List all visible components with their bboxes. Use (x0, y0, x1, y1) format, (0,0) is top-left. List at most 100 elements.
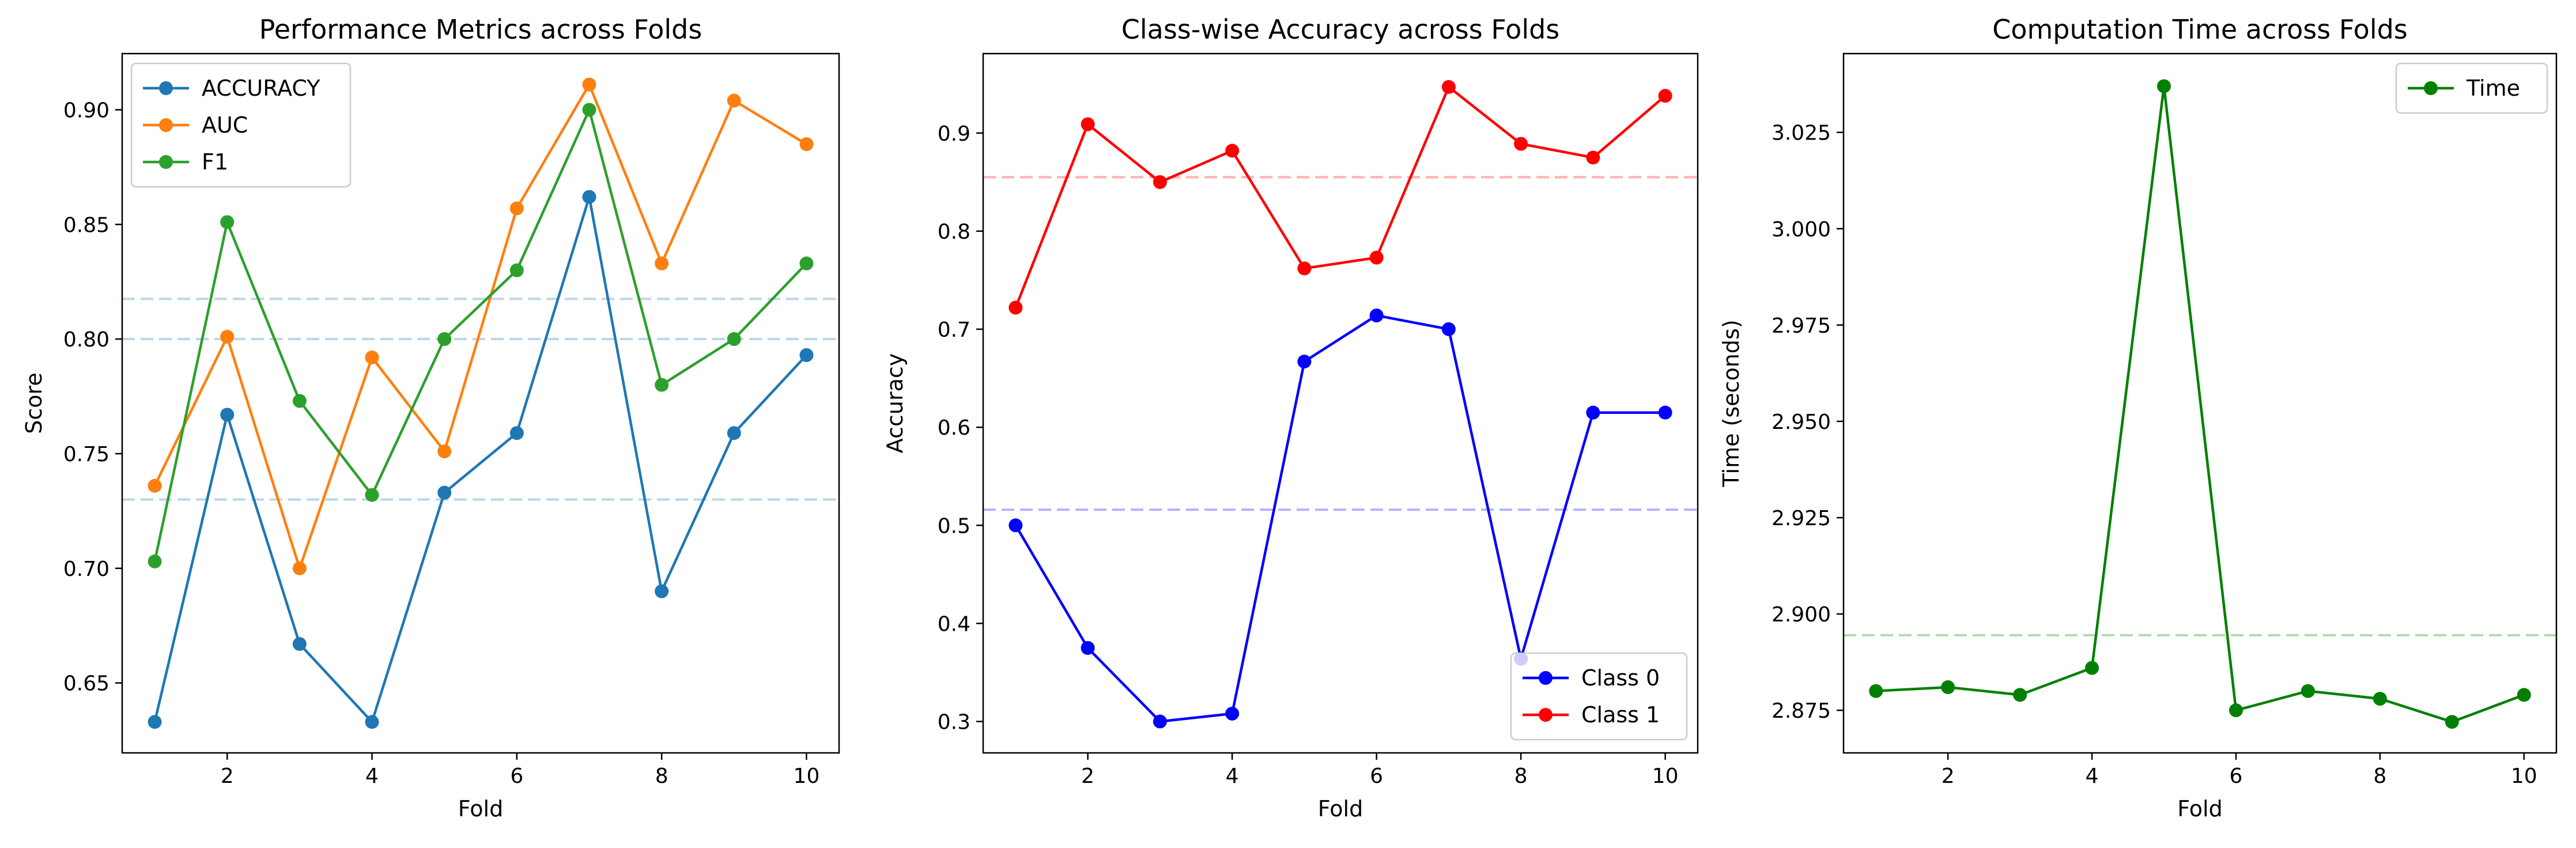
data-point-s2-6 (1369, 250, 1384, 265)
x-tick-label-1: 2 (221, 764, 234, 788)
data-point-s1-4 (2085, 661, 2099, 675)
series-line-2 (1014, 85, 1667, 308)
data-point-s1-3 (292, 637, 307, 651)
data-point-s2-4 (1225, 144, 1240, 158)
data-point-s3-6 (509, 263, 524, 277)
data-point-s3-5 (437, 332, 452, 346)
plot-frame (121, 52, 840, 754)
data-point-s1-6 (509, 426, 524, 440)
legend-label-1: Time (2466, 76, 2520, 101)
y-tick-label-4: 0.6 (938, 416, 970, 440)
x-tick-label-4: 8 (1514, 764, 1528, 788)
subplot-2: 2 4 6 8 10 0.3 0.4 0.5 0.6 0.7 0.8 0.9 Class-wise Ac… (882, 14, 1699, 821)
data-point-s1-9 (2445, 715, 2459, 729)
data-point-s1-7 (1441, 322, 1456, 337)
legend-marker-1 (2424, 81, 2438, 95)
legend-marker-1 (1539, 671, 1553, 685)
data-point-s1-1 (1869, 684, 1883, 698)
data-point-s1-8 (2373, 692, 2387, 706)
y-tick-label-4: 0.80 (63, 328, 109, 352)
chart-title: Class-wise Accuracy across Folds (1121, 14, 1560, 45)
data-point-s2-8 (655, 256, 669, 270)
x-tick-label-5: 10 (1652, 764, 1679, 788)
data-point-s1-2 (1941, 680, 1955, 695)
legend-box (1510, 652, 1688, 741)
legend-label-3: F1 (202, 149, 228, 175)
chart-title: Computation Time across Folds (1992, 14, 2408, 45)
x-tick-label-5: 10 (794, 764, 820, 788)
y-tick-label-5: 0.85 (63, 213, 109, 237)
x-tick-label-4: 8 (655, 764, 668, 788)
data-point-s2-10 (1658, 89, 1672, 103)
plot-frame (1842, 52, 2558, 754)
data-point-s1-5 (2157, 79, 2171, 93)
x-tick-label-2: 4 (365, 764, 379, 788)
y-tick-label-5: 0.7 (938, 318, 970, 342)
data-point-s2-3 (292, 561, 307, 575)
legend-label-2: Class 1 (1581, 702, 1660, 728)
data-point-s1-4 (1225, 706, 1240, 721)
legend-marker-2 (159, 118, 173, 132)
chart-title: Performance Metrics across Folds (259, 14, 702, 45)
y-tick-label-2: 0.4 (938, 612, 970, 636)
data-point-s1-3 (1153, 714, 1167, 729)
legend-label-1: ACCURACY (202, 76, 320, 101)
data-point-s1-1 (1009, 518, 1023, 533)
data-point-s2-5 (437, 444, 452, 459)
x-axis-label: Fold (1318, 796, 1363, 821)
data-point-s2-7 (1441, 80, 1456, 94)
y-tick-label-4: 2.950 (1772, 410, 1831, 434)
data-point-s3-2 (220, 215, 235, 229)
data-point-s1-9 (1586, 405, 1600, 420)
data-point-s1-7 (2301, 684, 2315, 698)
series-line-3 (153, 108, 808, 562)
y-tick-label-5: 2.975 (1772, 314, 1831, 338)
data-point-s2-8 (1514, 137, 1528, 151)
subplot-3: 2 4 6 8 10 2.875 2.900 2.925 2.950 2.975 3.000 3.02… (1718, 14, 2558, 821)
y-tick-label-1: 0.3 (938, 711, 970, 734)
legend-label-1: Class 0 (1581, 665, 1660, 691)
series-line-1 (1014, 314, 1665, 723)
x-tick-label-3: 6 (510, 764, 523, 788)
legend-label-2: AUC (202, 112, 248, 138)
data-point-s2-1 (1009, 300, 1023, 315)
data-point-s2-9 (1586, 150, 1600, 165)
x-tick-label-3: 6 (1370, 764, 1383, 788)
data-point-s2-3 (1153, 175, 1167, 189)
y-tick-label-7: 0.9 (938, 122, 970, 146)
x-tick-label-4: 8 (2373, 764, 2386, 788)
y-tick-label-7: 3.025 (1772, 122, 1831, 145)
data-point-s1-3 (2013, 688, 2027, 702)
data-point-s1-1 (148, 715, 162, 729)
y-tick-label-3: 2.925 (1772, 507, 1831, 530)
series-line-1 (153, 195, 808, 723)
data-point-s1-6 (1369, 308, 1384, 323)
data-point-s2-9 (727, 93, 741, 108)
data-point-s3-9 (727, 332, 741, 346)
data-point-s2-2 (1081, 117, 1095, 131)
x-tick-label-5: 10 (2511, 764, 2537, 788)
y-tick-label-1: 0.65 (63, 672, 109, 696)
y-axis-label: Accuracy (882, 353, 908, 454)
y-tick-label-6: 0.90 (63, 99, 109, 122)
data-point-s1-7 (582, 190, 596, 204)
y-tick-label-1: 2.875 (1772, 699, 1831, 723)
x-tick-label-3: 6 (2230, 764, 2243, 788)
data-point-s2-2 (220, 330, 235, 344)
data-point-s3-4 (365, 488, 379, 502)
data-point-s1-8 (655, 584, 669, 598)
legend-box (130, 62, 352, 188)
x-tick-label-2: 4 (2086, 764, 2099, 788)
legend-marker-3 (159, 155, 173, 169)
data-point-s1-5 (437, 485, 452, 500)
data-point-s3-10 (799, 256, 814, 270)
legend-box (2395, 62, 2548, 114)
y-tick-label-2: 2.900 (1772, 603, 1831, 627)
data-point-s2-1 (148, 478, 162, 493)
x-tick-label-1: 2 (1081, 764, 1094, 788)
legend-marker-2 (1539, 708, 1553, 722)
y-tick-label-2: 0.70 (63, 557, 109, 581)
data-point-s1-10 (2517, 688, 2531, 702)
subplot-1: 2 4 6 8 10 0.65 0.70 0.75 0.80 0.85 0.90 Performanc… (21, 14, 840, 821)
